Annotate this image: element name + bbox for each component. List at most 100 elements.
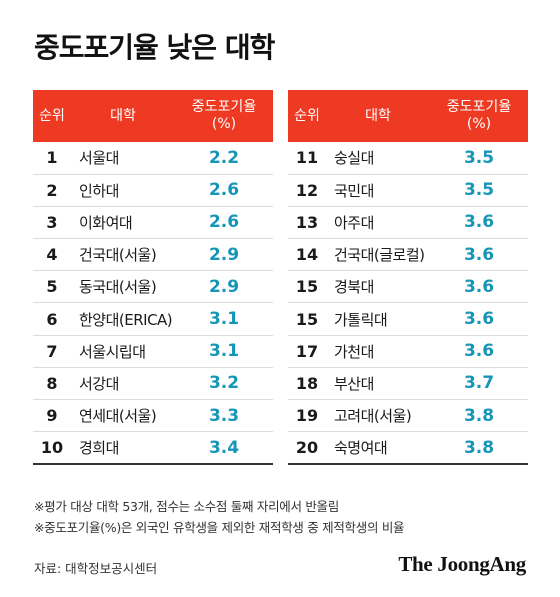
table-row: 19 고려대(서울) 3.8 (288, 400, 528, 432)
rate-cell: 3.8 (463, 437, 495, 458)
table-row: 14 건국대(글로컬) 3.6 (288, 239, 528, 271)
university-cell: 경북대 (334, 278, 374, 297)
rate-cell: 3.6 (463, 276, 495, 297)
table-row: 18 부산대 3.7 (288, 367, 528, 400)
page-title: 중도포기율 낮은 대학 (34, 31, 275, 64)
university-cell: 건국대(글로컬) (334, 246, 425, 265)
rate-cell: 3.6 (463, 244, 495, 265)
source-text: 자료: 대학정보공시센터 (34, 561, 158, 576)
header-university: 대학 (365, 107, 391, 124)
rate-cell: 2.9 (208, 244, 240, 265)
rate-cell: 3.1 (208, 309, 240, 330)
university-cell: 가천대 (334, 342, 374, 361)
university-cell: 서울대 (79, 149, 119, 168)
university-cell: 국민대 (334, 181, 374, 200)
rank-cell: 7 (46, 341, 58, 361)
footnote: ※평가 대상 대학 53개, 점수는 소수점 둘째 자리에서 반올림 (34, 499, 339, 514)
table-row: 8 서강대 3.2 (33, 367, 273, 400)
university-cell: 인하대 (79, 181, 119, 200)
university-cell: 고려대(서울) (334, 407, 412, 426)
university-cell: 숙명여대 (334, 439, 388, 458)
rank-cell: 5 (46, 277, 58, 297)
footnote: ※중도포기율(%)은 외국인 유학생을 제외한 재적학생 중 제적학생의 비율 (34, 520, 405, 535)
university-cell: 숭실대 (334, 149, 374, 168)
table-header: 순위 대학 중도포기율 (%) (288, 90, 528, 142)
rank-cell: 20 (295, 438, 319, 458)
university-cell: 이화여대 (79, 213, 133, 232)
rate-cell: 3.6 (463, 341, 495, 362)
header-rank: 순위 (39, 107, 65, 124)
table-row: 2 인하대 2.6 (33, 174, 273, 207)
rank-cell: 14 (295, 245, 319, 265)
rank-cell: 18 (295, 373, 319, 393)
header-rate: 중도포기율 (%) (175, 90, 273, 142)
rate-cell: 3.7 (463, 373, 495, 394)
table-row: 10 경희대 3.4 (33, 432, 273, 464)
footnotes: ※평가 대상 대학 53개, 점수는 소수점 둘째 자리에서 반올림 ※중도포기… (34, 496, 405, 538)
university-cell: 아주대 (334, 213, 374, 232)
rate-cell: 3.6 (463, 212, 495, 233)
header-rate-unit: (%) (466, 116, 492, 132)
university-cell: 부산대 (334, 374, 374, 393)
publisher-logo: The JoongAng (398, 552, 526, 576)
ranking-table-left: 순위 대학 중도포기율 (%) 1 서울대 2.2 2 인하대 2.6 3 이화여대 2.6 4 건… (33, 90, 273, 465)
table-row: 13 아주대 3.6 (288, 206, 528, 239)
university-cell: 경희대 (79, 439, 119, 458)
table-row: 1 서울대 2.2 (33, 142, 273, 175)
rank-cell: 19 (295, 406, 319, 426)
table-row: 17 가천대 3.6 (288, 335, 528, 368)
table-row: 11 숭실대 3.5 (288, 142, 528, 175)
ranking-table-right: 순위 대학 중도포기율 (%) 11 숭실대 3.5 12 국민대 3.5 13 아주대 3.6… (288, 90, 528, 465)
rank-cell: 10 (40, 438, 64, 458)
table-row: 15 가톨릭대 3.6 (288, 303, 528, 336)
rank-cell: 15 (295, 277, 319, 297)
rank-cell: 17 (295, 341, 319, 361)
header-university: 대학 (110, 107, 136, 124)
university-cell: 서울시립대 (79, 342, 146, 361)
rank-cell: 1 (46, 148, 58, 168)
rate-cell: 3.1 (208, 341, 240, 362)
rate-cell: 2.6 (208, 212, 240, 233)
table-row: 3 이화여대 2.6 (33, 206, 273, 239)
rank-cell: 8 (46, 373, 58, 393)
rate-cell: 3.5 (463, 147, 495, 168)
university-cell: 건국대(서울) (79, 246, 157, 265)
rank-cell: 15 (295, 309, 319, 329)
rank-cell: 9 (46, 406, 58, 426)
rank-cell: 2 (46, 180, 58, 200)
table-header: 순위 대학 중도포기율 (%) (33, 90, 273, 142)
rate-cell: 2.9 (208, 276, 240, 297)
header-rate-label: 중도포기율 (191, 99, 257, 115)
rate-cell: 3.2 (208, 373, 240, 394)
rank-cell: 4 (46, 245, 58, 265)
rank-cell: 12 (295, 180, 319, 200)
university-cell: 한양대(ERICA) (79, 310, 173, 329)
table-row: 20 숙명여대 3.8 (288, 432, 528, 464)
university-cell: 연세대(서울) (79, 407, 157, 426)
university-cell: 가톨릭대 (334, 310, 388, 329)
rate-cell: 2.2 (208, 147, 240, 168)
university-cell: 서강대 (79, 374, 119, 393)
header-rate-label: 중도포기율 (446, 99, 512, 115)
header-rank: 순위 (294, 107, 320, 124)
rank-cell: 3 (46, 212, 58, 232)
header-rate: 중도포기율 (%) (430, 90, 528, 142)
table-row: 5 동국대(서울) 2.9 (33, 271, 273, 303)
table-row: 12 국민대 3.5 (288, 174, 528, 207)
table-row: 15 경북대 3.6 (288, 271, 528, 303)
table-row: 6 한양대(ERICA) 3.1 (33, 303, 273, 336)
university-cell: 동국대(서울) (79, 278, 157, 297)
table-row: 7 서울시립대 3.1 (33, 335, 273, 368)
rate-cell: 3.6 (463, 309, 495, 330)
header-rate-unit: (%) (211, 116, 237, 132)
rate-cell: 3.5 (463, 180, 495, 201)
rate-cell: 2.6 (208, 180, 240, 201)
rank-cell: 11 (295, 148, 319, 168)
rank-cell: 6 (46, 309, 58, 329)
rate-cell: 3.8 (463, 405, 495, 426)
rate-cell: 3.4 (208, 437, 240, 458)
rate-cell: 3.3 (208, 405, 240, 426)
table-row: 9 연세대(서울) 3.3 (33, 400, 273, 432)
table-row: 4 건국대(서울) 2.9 (33, 239, 273, 271)
rank-cell: 13 (295, 212, 319, 232)
